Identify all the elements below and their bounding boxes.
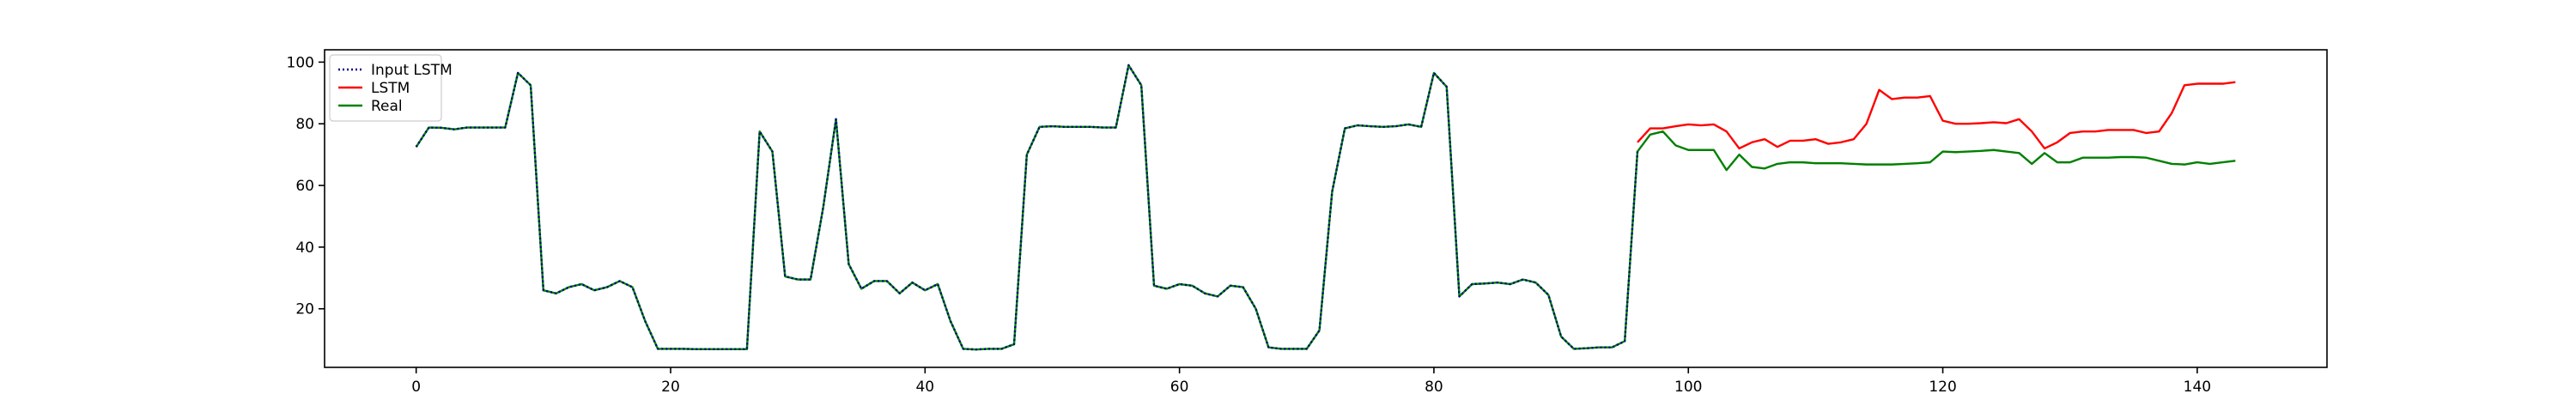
x-tick-label: 60	[1170, 379, 1189, 396]
y-tick-label: 60	[295, 178, 314, 195]
legend-label: Input LSTM	[371, 62, 453, 79]
x-tick-label: 80	[1425, 379, 1443, 396]
series-lines	[415, 64, 2236, 351]
y-tick-label: 80	[295, 116, 314, 133]
series-line-input-lstm	[415, 64, 1639, 351]
x-tick-label: 140	[2184, 379, 2211, 396]
x-tick-label: 0	[411, 379, 421, 396]
x-axis: 0 20 40 60 80 100 120 140	[411, 367, 2211, 396]
series-line-lstm	[1637, 81, 2236, 150]
series-line-real	[415, 64, 2236, 351]
legend-box	[329, 54, 442, 122]
x-tick-label: 20	[661, 379, 680, 396]
x-tick-label: 100	[1674, 379, 1702, 396]
legend-label: LSTM	[371, 80, 410, 97]
y-tick-label: 20	[295, 301, 314, 318]
plot-frame	[324, 49, 2328, 368]
x-tick-label: 120	[1929, 379, 1956, 396]
legend-label: Real	[371, 98, 403, 115]
x-tick-label: 40	[915, 379, 934, 396]
y-tick-label: 100	[287, 54, 314, 71]
y-axis: 20 40 60 80 100	[287, 54, 325, 318]
y-tick-label: 40	[295, 239, 314, 257]
